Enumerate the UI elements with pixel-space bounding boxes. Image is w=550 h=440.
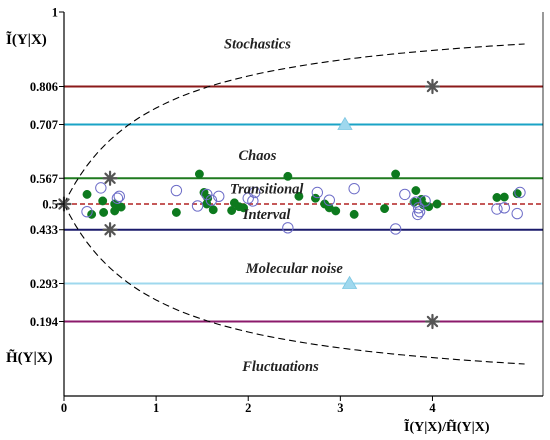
y-tick-label-5: 0.433 — [30, 223, 58, 237]
region-label-4: Molecular noise — [245, 261, 344, 277]
star-marker-arm — [426, 315, 439, 328]
data-point-filled-15 — [239, 203, 249, 213]
data-point-open-8 — [213, 190, 225, 203]
region-labels-layer: Stochastics Chaos Transitional Interval Mole… — [224, 36, 343, 375]
data-point-open-3 — [111, 192, 124, 204]
data-point-filled-11 — [202, 199, 212, 209]
data-point-open-4 — [170, 184, 183, 197]
region-label-3: Interval — [242, 207, 291, 223]
triangle-marker-1 — [341, 275, 358, 289]
x-tick-label-1: 1 — [153, 401, 159, 415]
data-point-open-25 — [511, 207, 523, 220]
data-point-open-21 — [413, 205, 426, 218]
y-tick-label-4: 0.5 — [42, 198, 58, 212]
data-point-filled-7 — [171, 207, 181, 217]
data-point-filled-31 — [432, 199, 442, 209]
data-point-filled-22 — [331, 206, 341, 216]
data-point-open-11 — [248, 186, 261, 199]
data-point-filled-24 — [380, 204, 390, 214]
data-point-open-6 — [201, 188, 213, 201]
data-point-open-18 — [410, 196, 422, 208]
data-point-open-2 — [113, 190, 125, 203]
data-point-filled-33 — [499, 192, 509, 202]
region-label-0: Stochastics — [224, 36, 291, 52]
data-point-open-20 — [412, 208, 424, 221]
x-tick-label-2: 2 — [245, 401, 251, 415]
y-axis-label-top: Ĩ(Y|X) — [6, 30, 47, 48]
star-marker-4 — [424, 313, 441, 330]
star-marker-1 — [102, 170, 118, 186]
data-point-open-1 — [95, 182, 107, 194]
axes-layer — [63, 12, 544, 397]
data-point-filled-30 — [424, 202, 434, 212]
data-point-open-13 — [311, 186, 324, 199]
data-point-filled-25 — [391, 169, 401, 179]
data-point-open-10 — [247, 195, 259, 207]
y-tick-label-0: 1 — [52, 6, 58, 20]
data-point-filled-4 — [99, 207, 109, 217]
star-marker-arm — [426, 80, 439, 93]
data-point-filled-16 — [227, 206, 237, 215]
data-point-filled-18 — [294, 191, 304, 201]
data-point-filled-27 — [411, 186, 421, 196]
star-marker-2 — [102, 222, 118, 238]
data-point-open-26 — [514, 186, 526, 199]
data-point-filled-17 — [283, 171, 293, 181]
x-tick-label-3: 3 — [337, 401, 343, 415]
data-point-filled-23 — [349, 209, 359, 219]
reference-lines-layer — [64, 85, 543, 323]
envelope-lower-curve — [63, 203, 525, 365]
points-layer — [81, 169, 526, 235]
data-point-open-17 — [399, 188, 411, 201]
y-axis-label-bottom: H̃(Y|X) — [6, 349, 53, 366]
data-point-open-14 — [323, 194, 335, 206]
star-marker-arm — [104, 172, 116, 184]
data-point-filled-1 — [98, 196, 108, 206]
data-point-open-16 — [389, 223, 402, 235]
data-point-filled-8 — [194, 169, 204, 179]
envelope-upper-curve — [63, 43, 525, 205]
data-point-open-22 — [419, 195, 431, 207]
y-tick-label-2: 0.707 — [30, 118, 58, 132]
data-point-open-5 — [191, 200, 204, 212]
envelope-layer — [63, 43, 525, 365]
data-point-filled-6 — [116, 202, 126, 212]
data-point-open-15 — [348, 182, 360, 195]
y-tick-label-3: 0.567 — [30, 172, 58, 186]
x-tick-label-4: 4 — [429, 401, 436, 415]
data-point-open-12 — [282, 222, 294, 234]
triangle-marker-0 — [337, 116, 353, 130]
ticks-layer: 1 0.806 0.707 0.567 0.5 0.433 0.293 0.194 0 1 2 3 4 — [30, 6, 436, 416]
region-label-1: Chaos — [238, 148, 276, 164]
data-point-open-19 — [412, 202, 425, 214]
star-marker-3 — [424, 78, 441, 95]
data-point-open-0 — [81, 205, 93, 218]
x-axis-label: Ĩ(Y|X)/H̃(Y|X) — [404, 417, 490, 435]
region-label-5: Fluctuations — [241, 359, 319, 375]
x-tick-label-0: 0 — [61, 401, 67, 415]
data-point-open-23 — [491, 203, 503, 215]
data-point-open-24 — [498, 202, 511, 214]
data-point-filled-12 — [208, 205, 218, 215]
y-tick-label-1: 0.806 — [30, 80, 58, 94]
y-tick-label-7: 0.194 — [30, 315, 59, 329]
data-point-open-7 — [205, 194, 218, 206]
y-tick-label-6: 0.293 — [30, 277, 58, 291]
region-label-2: Transitional — [230, 182, 304, 198]
star-marker-arm — [104, 224, 116, 236]
data-point-filled-0 — [82, 189, 92, 199]
